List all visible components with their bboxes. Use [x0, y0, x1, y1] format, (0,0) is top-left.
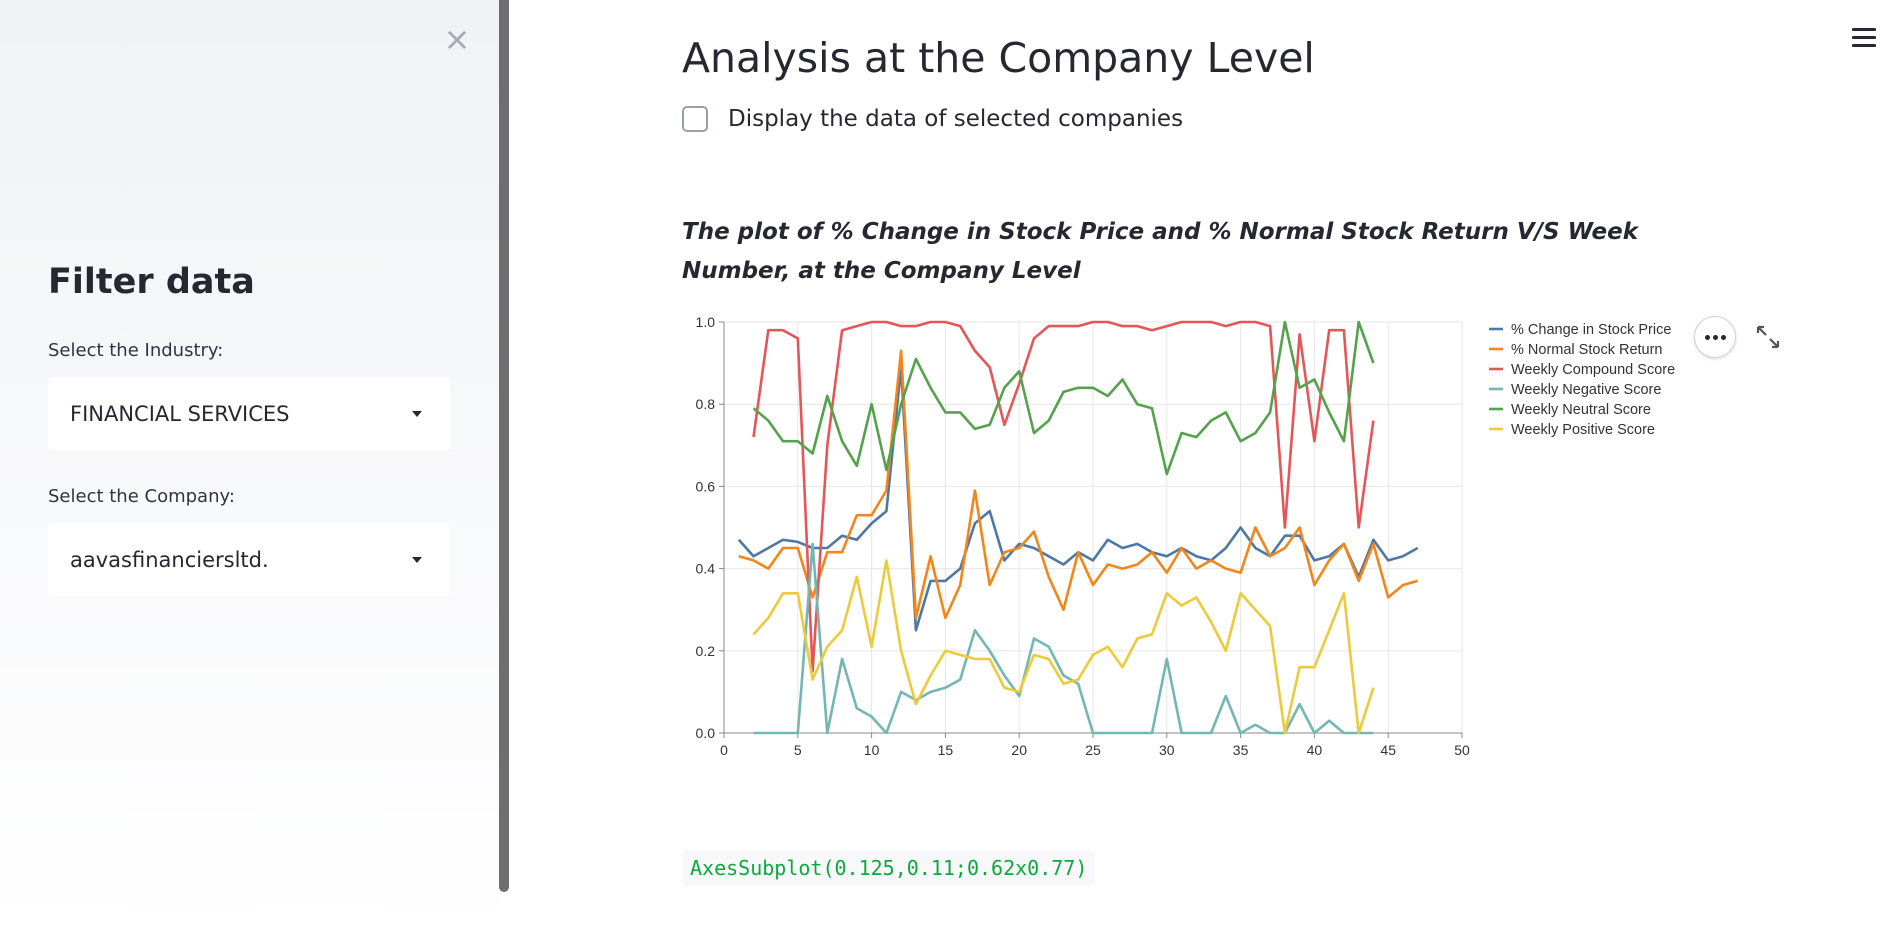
checkbox-box[interactable] [682, 106, 708, 132]
series-line [752, 559, 1375, 735]
series-line [753, 542, 1374, 735]
x-tick-label: 50 [1454, 742, 1470, 758]
close-icon[interactable]: × [443, 20, 471, 58]
x-tick-label: 20 [1011, 742, 1027, 758]
display-data-checkbox[interactable]: Display the data of selected companies [682, 106, 1183, 132]
expand-icon[interactable] [1755, 324, 1781, 354]
plot-caption: The plot of % Change in Stock Price and … [682, 219, 1638, 284]
y-tick-label: 0.2 [696, 643, 716, 659]
legend-label: Weekly Negative Score [1511, 382, 1661, 398]
sidebar: × Filter data Select the Industry: FINAN… [0, 0, 502, 928]
series-line [752, 320, 1375, 476]
sidebar-scrollbar[interactable] [499, 0, 509, 892]
line-chart: 0.0 0.2 0.4 0.6 0.8 1.0 0 5 10 15 20 25 30 35 40 45 50 % … [696, 314, 1676, 758]
legend-label: Weekly Neutral Score [1511, 402, 1651, 418]
checkbox-label: Display the data of selected companies [728, 106, 1184, 132]
company-label: Select the Company: [48, 486, 235, 507]
series-line [737, 365, 1419, 632]
series-line [752, 320, 1375, 673]
industry-select-value: FINANCIAL SERVICES [70, 401, 290, 426]
x-tick-label: 40 [1307, 742, 1323, 758]
company-select[interactable]: aavasfinanciersltd. [48, 523, 450, 596]
industry-label: Select the Industry: [48, 340, 224, 361]
x-tick-label: 10 [864, 742, 880, 758]
hamburger-menu-icon[interactable] [1852, 28, 1876, 52]
y-tick-label: 1.0 [696, 314, 716, 330]
legend-label: % Normal Stock Return [1511, 342, 1663, 358]
x-tick-label: 5 [794, 742, 802, 758]
series-line [738, 349, 1419, 620]
y-tick-label: 0.4 [696, 561, 716, 577]
page-title: Analysis at the Company Level [682, 34, 1315, 82]
x-tick-label: 45 [1380, 742, 1396, 758]
x-tick-label: 35 [1233, 742, 1249, 758]
chevron-down-icon [412, 410, 422, 417]
y-tick-label: 0.6 [696, 478, 716, 494]
x-tick-label: 25 [1085, 742, 1101, 758]
y-tick-label: 0.8 [696, 396, 716, 412]
code-output: AxesSubplot(0.125,0.11;0.62x0.77) [682, 850, 1096, 886]
sidebar-title: Filter data [48, 262, 255, 302]
industry-select[interactable]: FINANCIAL SERVICES [48, 377, 450, 450]
y-tick-label: 0.0 [696, 725, 716, 741]
chevron-down-icon [412, 556, 422, 563]
legend-label: Weekly Compound Score [1511, 362, 1675, 378]
x-tick-label: 30 [1159, 742, 1175, 758]
company-select-value: aavasfinanciersltd. [70, 547, 269, 572]
x-tick-label: 0 [720, 742, 728, 758]
chart-container: 0.0 0.2 0.4 0.6 0.8 1.0 0 5 10 15 20 25 30 35 40 45 50 % … [682, 302, 1682, 776]
x-tick-label: 15 [938, 742, 954, 758]
legend-label: % Change in Stock Price [1511, 322, 1671, 338]
legend-label: Weekly Positive Score [1511, 422, 1655, 438]
more-icon[interactable] [1694, 316, 1736, 358]
